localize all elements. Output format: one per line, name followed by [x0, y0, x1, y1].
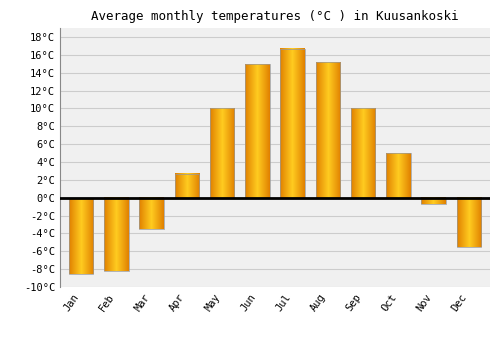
Bar	[140, 198, 164, 229]
Bar	[69, 198, 94, 274]
Bar	[351, 108, 376, 198]
Title: Average monthly temperatures (°C ) in Kuusankoski: Average monthly temperatures (°C ) in Ku…	[91, 10, 459, 23]
Bar	[422, 198, 446, 204]
Bar	[386, 153, 410, 198]
Bar	[104, 198, 128, 271]
Bar	[316, 62, 340, 198]
Bar	[456, 198, 481, 247]
Bar	[174, 174, 199, 198]
Bar	[245, 64, 270, 198]
Bar	[280, 49, 305, 198]
Bar	[210, 108, 234, 198]
